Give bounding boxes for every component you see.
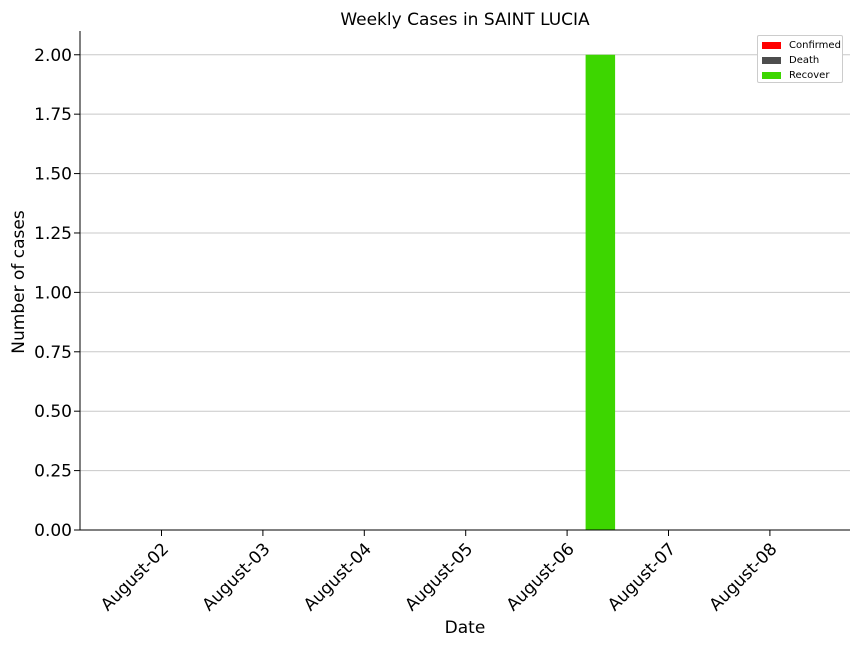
legend-label: Confirmed [789,39,841,51]
legend-item: Confirmed [762,39,841,51]
y-tick-label: 0.00 [34,521,72,541]
y-axis-label: Number of cases [9,210,29,354]
legend-swatch [762,56,781,64]
legend-swatch [762,71,781,79]
legend-item: Death [762,54,819,66]
y-tick-label: 1.50 [34,165,72,185]
axes [79,31,850,531]
y-tick-label: 0.25 [34,462,72,482]
x-tick-labels: August-02 August-03 August-04 August-05 Augu… [97,530,781,615]
y-tick-label: 1.75 [34,105,72,125]
legend-label: Death [789,54,820,66]
y-tick-labels: 0.00 0.25 0.50 0.75 1.00 1.25 1.50 1.75 2.00 [34,46,80,541]
legend-swatch [762,41,781,49]
chart-title: Weekly Cases in SAINT LUCIA [340,10,590,30]
y-tick-label: 0.75 [34,343,72,363]
bars [585,54,616,531]
x-tick-label: August-08 [706,539,782,615]
x-tick-label: August-07 [604,539,680,615]
x-tick-label: August-03 [199,539,275,615]
x-tick-label: August-02 [97,539,173,615]
y-tick-label: 0.50 [34,402,72,422]
y-tick-label: 1.00 [34,283,72,303]
x-tick-label: August-05 [401,539,477,615]
y-tick-label: 1.25 [34,224,72,244]
x-tick-label: August-06 [503,539,579,615]
legend-label: Recover [789,69,830,81]
grid-lines [80,54,850,472]
legend: Confirmed Death Recover [757,35,843,83]
bar-recover [585,54,616,531]
x-tick-label: August-04 [300,539,376,615]
legend-item: Recover [762,69,829,81]
x-axis-label: Date [445,618,486,638]
y-tick-label: 2.00 [34,46,72,66]
